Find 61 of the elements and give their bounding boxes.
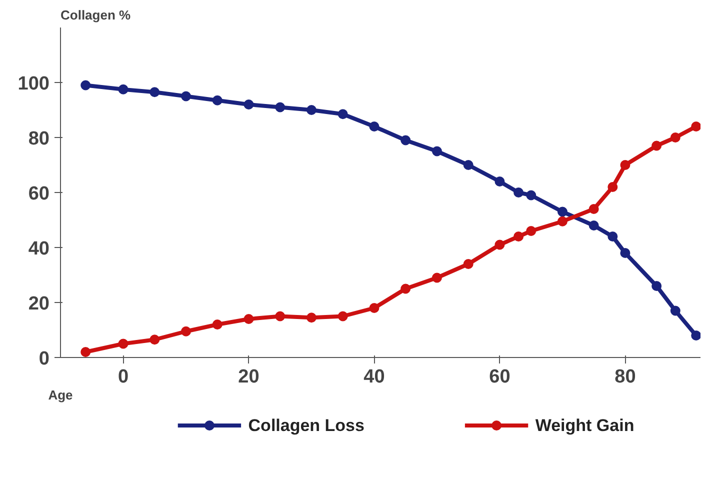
point (620, 160, 630, 170)
point (338, 311, 348, 322)
point (463, 259, 474, 269)
point (400, 284, 411, 294)
legend-label: Weight Gain (535, 416, 634, 435)
x-tick-label: 40 (364, 366, 385, 388)
point (514, 188, 524, 198)
point (652, 281, 662, 291)
point (212, 95, 222, 106)
point (691, 122, 700, 132)
x-tick-label: 0 (118, 366, 129, 388)
point (275, 102, 286, 112)
y-axis-title: Collagen % (60, 8, 132, 22)
point (691, 330, 700, 340)
point (306, 105, 316, 115)
point (244, 100, 254, 110)
y-tick-label: 20 (28, 294, 50, 314)
point (369, 122, 380, 132)
point (118, 84, 128, 94)
x-tick-label: 60 (489, 366, 510, 388)
point (608, 232, 618, 242)
point (306, 312, 316, 323)
point (588, 220, 599, 230)
y-tick-label: 60 (28, 184, 50, 204)
point (670, 132, 680, 142)
point (244, 314, 254, 324)
y-tick-label: 80 (28, 128, 50, 150)
point (118, 338, 128, 349)
point (432, 272, 442, 283)
point (557, 206, 568, 217)
point (514, 232, 524, 242)
point (150, 87, 160, 98)
point (80, 80, 91, 90)
point (494, 176, 505, 186)
point (275, 311, 286, 322)
point (463, 160, 474, 170)
point (670, 306, 680, 316)
y-tick-label: 0 (38, 348, 50, 370)
point (588, 204, 599, 214)
point (400, 135, 411, 146)
legend-label: Collagen Loss (248, 416, 364, 435)
point (80, 347, 91, 357)
point (180, 91, 191, 102)
point (652, 140, 662, 151)
point (212, 320, 222, 330)
point (557, 216, 568, 226)
point (150, 334, 160, 345)
point (526, 226, 536, 236)
point (620, 248, 630, 258)
y-tick-label: 100 (18, 74, 50, 94)
x-tick-label: 20 (238, 366, 260, 388)
point (338, 109, 348, 120)
x-tick-label: 80 (614, 366, 636, 388)
point (369, 303, 380, 313)
point (608, 182, 618, 192)
y-tick-label: 40 (28, 238, 50, 260)
x-axis-title: Age (48, 388, 73, 402)
point (180, 326, 191, 336)
point (526, 190, 536, 200)
point (432, 146, 442, 156)
point (494, 240, 505, 250)
